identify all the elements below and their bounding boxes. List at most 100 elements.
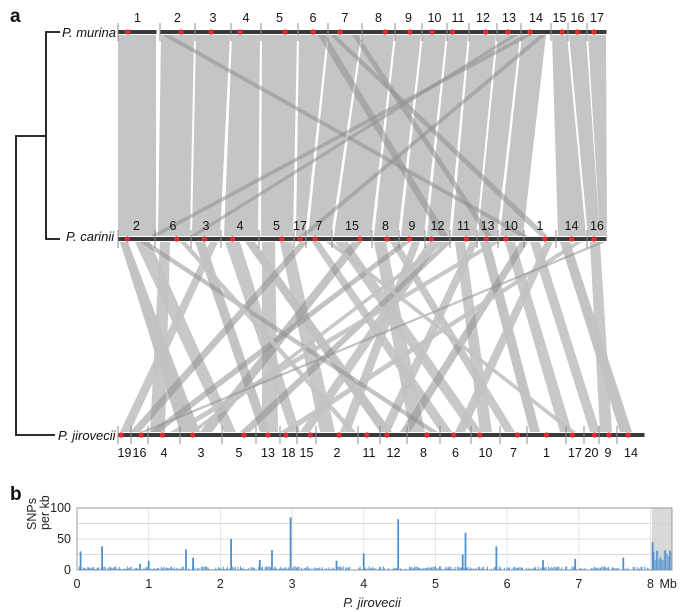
carinii-centromere-marker-16 (568, 236, 575, 242)
jirovecii-chromosome-bar-18 (584, 433, 599, 437)
murina-centromere-marker-17 (591, 29, 597, 35)
murina-centromere-marker-14 (527, 29, 533, 35)
carinii-centromere-marker-2 (174, 236, 180, 242)
synteny-ribbon-mc-6 (296, 35, 327, 236)
murina-chromosome-label-13: 13 (502, 11, 516, 25)
jirovecii-centromere-marker-8 (307, 432, 313, 438)
x-tick-label-1: 0 (74, 577, 81, 591)
synteny-ribbon-mc-3 (192, 35, 230, 236)
carinii-chromosome-label-6: 17 (293, 219, 307, 233)
murina-chromosome-label-4: 4 (243, 11, 250, 25)
y-tick-label-3: 100 (50, 501, 71, 515)
x-tick-label-9: 8 (647, 577, 654, 591)
x-tick-label-2: 1 (145, 577, 152, 591)
jirovecii-chromosome-label-7: 18 (282, 446, 296, 460)
carinii-centromere-marker-5 (279, 236, 285, 242)
jirovecii-centromere-marker-2 (138, 432, 144, 438)
carinii-chromosome-label-2: 6 (170, 219, 177, 233)
carinii-chromosome-label-5: 5 (273, 219, 280, 233)
jirovecii-centromere-marker-16 (543, 432, 550, 438)
synteny-ribbon-cj-31 (140, 242, 438, 432)
synteny-ribbon-cj-34 (140, 242, 606, 432)
murina-chromosome-label-3: 3 (210, 11, 217, 25)
carinii-chromosome-label-16: 14 (565, 219, 579, 233)
jirovecii-chromosome-label-11: 12 (387, 446, 401, 460)
synteny-ribbon-mc-9 (374, 35, 421, 236)
carinii-chromosome-bar-15 (524, 237, 556, 241)
murina-chromosome-label-8: 8 (375, 11, 382, 25)
murina-centromere-marker-7 (337, 29, 343, 35)
murina-chromosome-label-7: 7 (342, 11, 349, 25)
carinii-centromere-marker-14 (503, 236, 509, 242)
murina-chromosome-bar-8 (362, 30, 395, 34)
jirovecii-chromosome-bar-7 (280, 433, 297, 437)
murina-centromere-marker-16 (574, 29, 581, 35)
jirovecii-chromosome-bar-1 (118, 433, 131, 437)
chromosome-bars (117, 23, 645, 444)
murina-centromere-marker-3 (208, 29, 214, 35)
murina-chromosome-label-10: 10 (428, 11, 442, 25)
x-tick-label-7: 6 (504, 577, 511, 591)
jirovecii-chromosome-label-15: 7 (510, 446, 517, 460)
synteny-ribbon-cj-16 (150, 242, 410, 432)
murina-centromere-marker-11 (449, 29, 456, 35)
synteny-ribbon-mc-15 (552, 35, 586, 236)
synteny-ribbons (118, 35, 632, 432)
carinii-chromosome-label-14: 10 (504, 219, 518, 233)
x-axis-title: P. jirovecii (343, 595, 402, 610)
murina-chromosome-label-11: 11 (452, 11, 465, 25)
jirovecii-centromere-marker-3 (159, 432, 165, 438)
murina-centromere-marker-2 (178, 29, 184, 35)
synteny-crossing-mc-6 (190, 35, 518, 236)
x-unit-label: Mb (659, 577, 676, 591)
carinii-chromosome-bar-11 (425, 237, 450, 241)
carinii-chromosome-label-4: 4 (237, 219, 244, 233)
jirovecii-centromere-marker-9 (336, 432, 342, 438)
synteny-ribbon-cj-33 (190, 242, 446, 432)
tree-branch-root (15, 135, 55, 436)
carinii-chromosome-bar-10 (399, 237, 425, 241)
carinii-centromere-marker-4 (229, 236, 235, 242)
x-tick-label-3: 2 (217, 577, 224, 591)
synteny-ribbon-cj-26 (530, 242, 600, 432)
murina-chromosome-label-5: 5 (276, 11, 283, 25)
carinii-chromosome-bar-5 (259, 237, 294, 241)
carinii-chromosome-bar-12 (450, 237, 477, 241)
panel-a-label: a (10, 6, 21, 27)
synteny-ribbon-cj-32 (180, 242, 356, 432)
jirovecii-centromere-marker-7 (283, 432, 289, 438)
species-label-murina: P. murina (62, 25, 116, 40)
jirovecii-chromosome-label-16: 1 (543, 446, 550, 460)
jirovecii-chromosome-bar-20 (617, 433, 645, 437)
jirovecii-centromere-marker-14 (477, 432, 483, 438)
species-label-carinii: P. carinii (66, 229, 115, 244)
jirovecii-chromosome-label-5: 5 (236, 446, 243, 460)
x-tick-label-8: 7 (575, 577, 582, 591)
carinii-chromosome-bar-14 (498, 237, 524, 241)
jirovecii-chromosome-label-20: 14 (624, 446, 638, 460)
murina-chromosome-bar-1 (118, 30, 157, 34)
synteny-ribbon-cj-12 (335, 242, 482, 432)
jirovecii-centromere-marker-10 (364, 432, 370, 438)
jirovecii-chromosome-label-14: 10 (479, 446, 493, 460)
carinii-chromosome-bar-1 (118, 237, 155, 241)
murina-chromosome-bar-17 (587, 30, 607, 34)
jirovecii-centromere-marker-11 (384, 432, 390, 438)
synteny-ribbon-mc-16 (569, 35, 600, 236)
jirovecii-centromere-marker-19 (606, 432, 612, 438)
murina-chromosome-labels: 1 2 3 4 5 6 7 8 9 10 11 12 13 14 15 16 17 (134, 11, 604, 25)
jirovecii-chromosome-label-6: 13 (261, 446, 275, 460)
carinii-centromere-marker-12 (463, 236, 469, 242)
jirovecii-chromosome-label-12: 8 (420, 446, 427, 460)
carinii-centromere-marker-1 (124, 236, 130, 242)
species-label-jirovecii: P. jirovecii (58, 428, 117, 443)
murina-chromosome-label-12: 12 (476, 11, 490, 25)
murina-chromosome-bar-5 (261, 30, 298, 34)
synteny-ribbon-cj-3 (150, 242, 170, 432)
carinii-centromere-marker-13 (483, 236, 489, 242)
synteny-ribbon-cj-9 (280, 242, 335, 432)
carinii-centromere-marker-3 (201, 236, 208, 242)
jirovecii-centromere-marker-18 (591, 432, 598, 438)
murina-centromere-marker-13 (505, 29, 511, 35)
murina-chromosome-bar-12 (469, 30, 497, 34)
